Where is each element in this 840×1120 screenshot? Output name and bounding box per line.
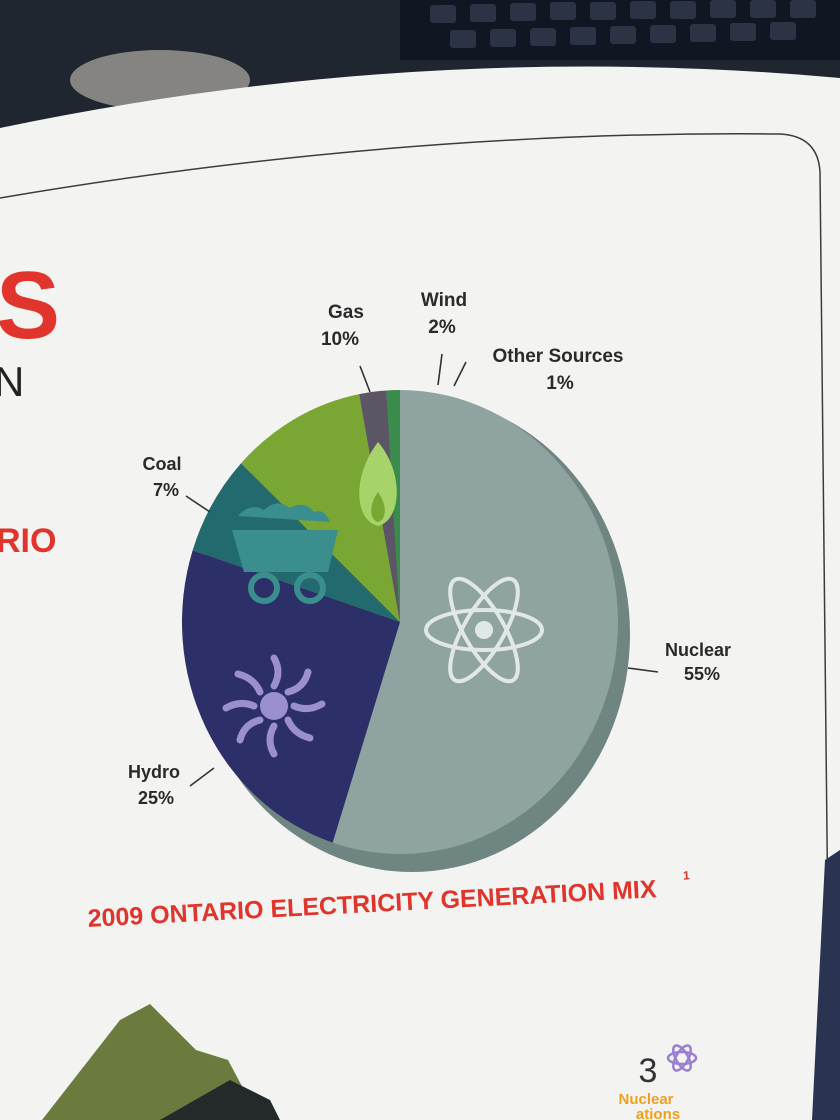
corner-text-line2: ations <box>636 1106 680 1120</box>
coal-cart-icon <box>232 503 338 604</box>
page-border <box>0 133 831 1120</box>
pie-slice-nuclear <box>332 390 618 854</box>
dark-hill-illustration <box>160 1080 280 1120</box>
corner-badge: 3 Nuclear ations <box>618 1044 698 1120</box>
right-edge-object <box>812 850 840 1120</box>
keyboard <box>400 0 840 60</box>
label-hydro-value: 25% <box>138 788 174 808</box>
corner-atom-icon <box>666 1044 698 1072</box>
label-gas-value: 10% <box>321 329 359 350</box>
label-nuclear-name: Nuclear <box>665 640 731 660</box>
label-nuclear-value: 55% <box>684 664 720 684</box>
label-gas-name: Gas <box>328 302 364 323</box>
big-letter-fragment: S <box>0 252 60 359</box>
label-coal-value: 7% <box>153 480 179 500</box>
label-hydro-name: Hydro <box>128 762 180 782</box>
sun-icon <box>222 654 326 758</box>
label-wind-value: 2% <box>428 317 456 338</box>
flame-icon <box>359 442 397 526</box>
label-other-value: 1% <box>546 373 574 394</box>
label-wind-name: Wind <box>421 290 467 311</box>
red-text-fragment: RIO <box>0 522 56 560</box>
corner-number: 3 <box>639 1052 658 1090</box>
pie-slice-gas <box>241 394 400 622</box>
chart-title-footnote: 1 <box>683 868 691 882</box>
atom-icon <box>424 576 544 684</box>
small-letter-fragment: N <box>0 358 24 405</box>
slice-labels: Gas 10% Wind 2% Other Sources 1% Coal 7%… <box>128 290 731 808</box>
corner-text-line1: Nuclear <box>618 1091 673 1108</box>
green-mountain-illustration <box>42 1004 260 1120</box>
pie-chart <box>181 390 630 872</box>
label-coal-name: Coal <box>142 454 181 474</box>
label-other-name: Other Sources <box>493 346 624 367</box>
leader-lines <box>185 353 659 787</box>
pie-slice-hydro <box>181 550 400 843</box>
